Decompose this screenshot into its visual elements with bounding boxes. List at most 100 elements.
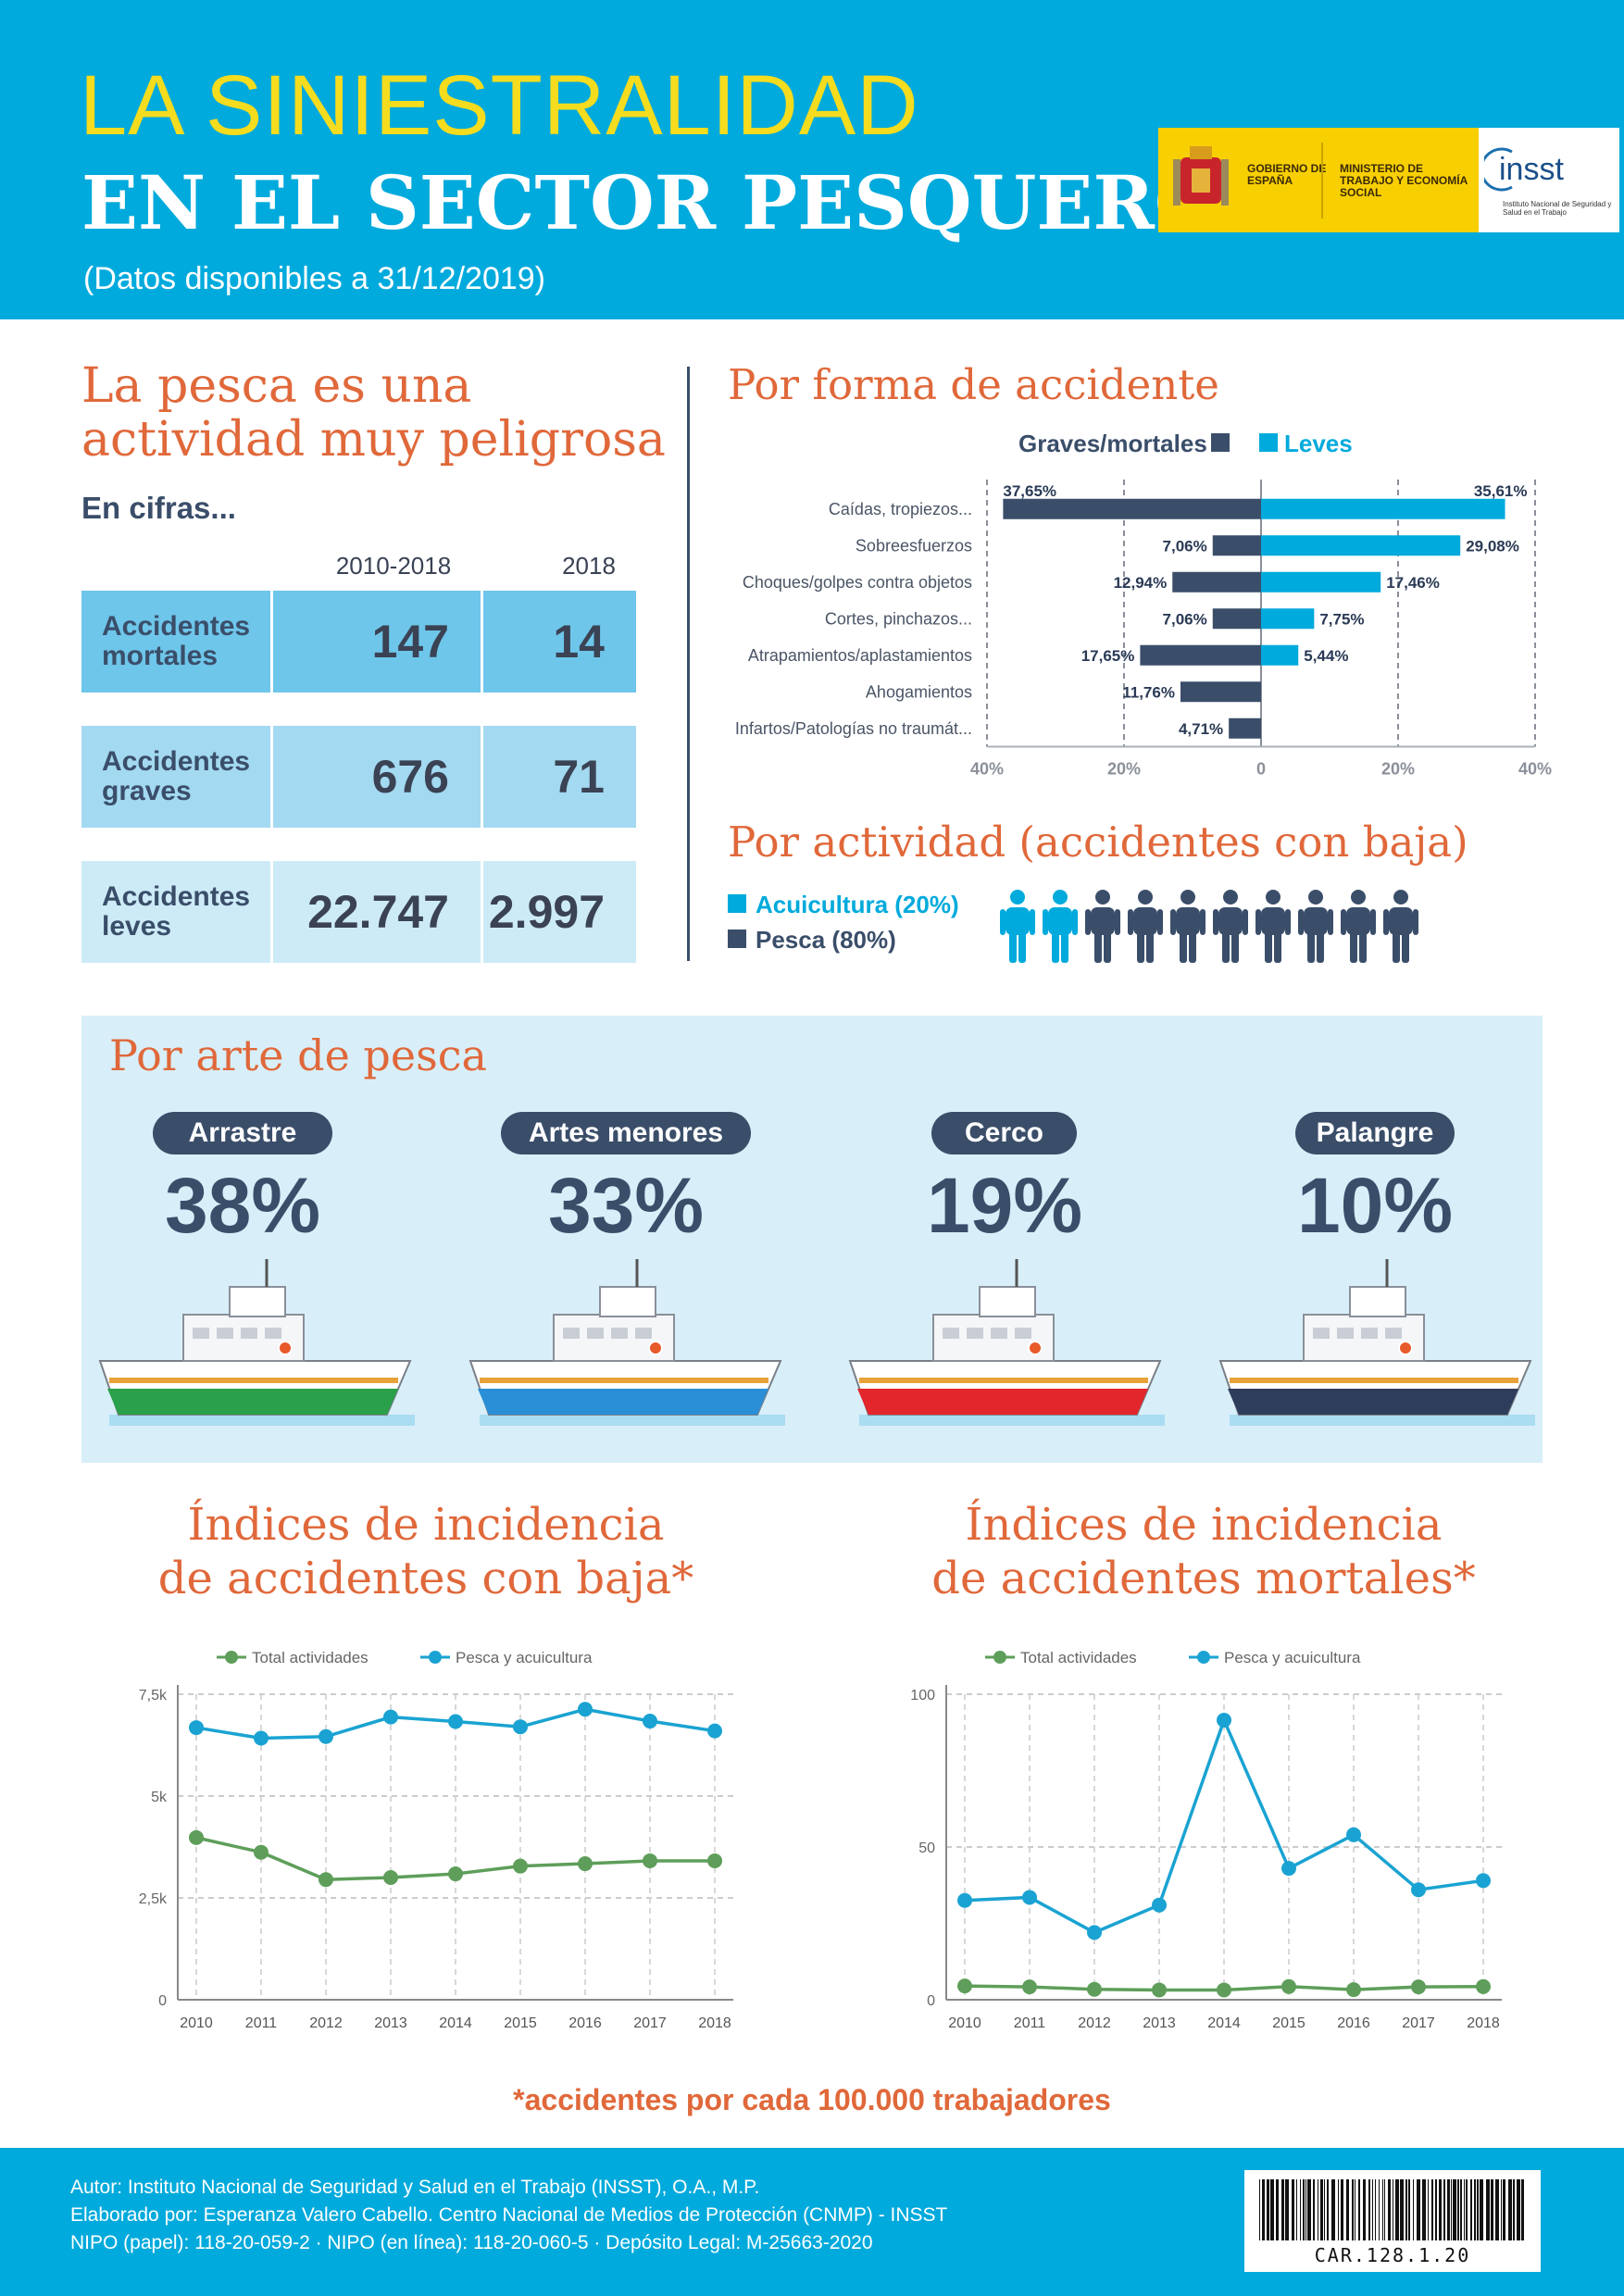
data-point bbox=[1346, 1982, 1361, 1998]
insst-arc-icon bbox=[1484, 147, 1513, 192]
barcode-bar bbox=[1358, 2179, 1360, 2240]
boat-icon bbox=[468, 1259, 785, 1426]
bar-graves bbox=[1172, 571, 1261, 593]
person-arm bbox=[1043, 909, 1048, 935]
barcode-icon bbox=[1259, 2179, 1524, 2240]
person-leg bbox=[1146, 931, 1154, 963]
row-label-leves: Accidentes leves bbox=[81, 861, 270, 963]
footer: Autor: Instituto Nacional de Seguridad y… bbox=[0, 2148, 1624, 2296]
barcode-bar bbox=[1405, 2179, 1407, 2240]
x-tick-label: 2013 bbox=[374, 2015, 407, 2031]
barcode-bar bbox=[1495, 2179, 1499, 2240]
barcode-bar bbox=[1457, 2179, 1459, 2240]
barcode: CAR.128.1.20 bbox=[1244, 2170, 1541, 2272]
person-body bbox=[1048, 907, 1072, 935]
data-point bbox=[1346, 1827, 1361, 1842]
page-title-line2: EN EL SECTOR PESQUERO bbox=[81, 159, 1219, 246]
boat-window bbox=[967, 1328, 983, 1339]
barcode-bar bbox=[1300, 2179, 1301, 2240]
barcode-bar bbox=[1372, 2179, 1373, 2240]
ministry-logo-text: MINISTERIO DE TRABAJO Y ECONOMÍA SOCIAL bbox=[1340, 162, 1468, 199]
people-pictogram bbox=[1000, 890, 1418, 963]
y-tick-label: 7,5k bbox=[139, 1688, 168, 1703]
legend-marker bbox=[225, 1651, 238, 1664]
data-point bbox=[1217, 1713, 1231, 1728]
water-strip bbox=[480, 1415, 785, 1426]
barcode-bar bbox=[1307, 2179, 1311, 2240]
person-arm bbox=[1298, 909, 1304, 935]
data-point bbox=[189, 1829, 204, 1845]
incidencia-baja-chart: Total actividades Pesca y acuicultura 0 2,5… bbox=[139, 1649, 733, 2031]
bar-graves bbox=[1212, 535, 1261, 556]
bar-graves-label: 11,76% bbox=[1122, 683, 1175, 701]
y-tick-label: 0 bbox=[158, 1993, 167, 2009]
data-point bbox=[1411, 1979, 1426, 1995]
y-tick-label: 100 bbox=[910, 1688, 935, 1703]
legend-graves-swatch bbox=[1211, 433, 1230, 452]
x-tick-label: 2017 bbox=[633, 2015, 667, 2031]
boat-hull-stripe bbox=[857, 1389, 1148, 1415]
bar-leves bbox=[1261, 608, 1315, 630]
barcode-bar bbox=[1460, 2179, 1462, 2240]
barcode-bar bbox=[1276, 2179, 1279, 2240]
barcode-bar bbox=[1408, 2179, 1410, 2240]
barcode-bar bbox=[1259, 2179, 1260, 2240]
bar-leves bbox=[1261, 498, 1505, 519]
barcode-bar bbox=[1270, 2179, 1274, 2240]
bar-graves-label: 7,06% bbox=[1163, 537, 1207, 555]
person-body bbox=[1133, 907, 1157, 935]
bar-graves-label: 4,71% bbox=[1179, 720, 1223, 738]
legend-acuicultura-label: Acuicultura (20%) bbox=[756, 891, 959, 918]
person-arm bbox=[1072, 909, 1078, 935]
person-head bbox=[1095, 890, 1110, 905]
x-tick-label: 20% bbox=[1381, 760, 1415, 779]
x-tick-label: 2011 bbox=[1014, 2015, 1046, 2031]
arte-pct-palangre: 10% bbox=[1296, 1162, 1454, 1249]
barcode-bar bbox=[1443, 2179, 1445, 2240]
barcode-bar bbox=[1303, 2179, 1305, 2240]
insst-logo: insst Instituto Nacional de Seguridad y … bbox=[1479, 128, 1619, 232]
bar-graves bbox=[1229, 718, 1261, 739]
barcode-bar bbox=[1262, 2179, 1265, 2240]
legend-marker bbox=[429, 1651, 442, 1664]
boat-window bbox=[217, 1328, 233, 1339]
boat-deck-line bbox=[480, 1378, 768, 1383]
person-leg bbox=[1018, 931, 1026, 963]
government-logo: GOBIERNO DE ESPAÑA MINISTERIO DE TRABAJO… bbox=[1158, 128, 1479, 232]
data-point bbox=[643, 1714, 657, 1729]
y-tick-label: 2,5k bbox=[139, 1891, 168, 1907]
x-tick-label: 2010 bbox=[948, 2015, 981, 2031]
incidencia-mortales-heading-line1: Índices de incidencia bbox=[965, 1499, 1443, 1551]
data-point bbox=[1022, 1979, 1037, 1995]
person-icon bbox=[1341, 890, 1376, 963]
barcode-bar bbox=[1313, 2179, 1315, 2240]
footer-author: Autor: Instituto Nacional de Seguridad y… bbox=[70, 2177, 760, 2198]
barcode-bar bbox=[1324, 2179, 1325, 2240]
person-leg bbox=[1180, 931, 1187, 963]
barcode-bar bbox=[1375, 2179, 1376, 2240]
person-arm bbox=[1243, 909, 1248, 935]
data-point bbox=[319, 1872, 333, 1888]
y-tick-label: 5k bbox=[151, 1790, 168, 1805]
person-body bbox=[1091, 907, 1115, 935]
data-point bbox=[578, 1702, 593, 1717]
legend-label: Total actividades bbox=[1020, 1649, 1137, 1666]
bar-graves bbox=[1212, 608, 1261, 630]
barcode-bar bbox=[1431, 2179, 1433, 2240]
lifebuoy-icon bbox=[1398, 1341, 1413, 1355]
x-tick-label: 2014 bbox=[1207, 2015, 1241, 2031]
logo-divider bbox=[1321, 143, 1323, 218]
barcode-bar bbox=[1327, 2179, 1329, 2240]
person-icon bbox=[1043, 890, 1078, 963]
person-leg bbox=[1402, 931, 1409, 963]
person-body bbox=[1261, 907, 1285, 935]
data-point bbox=[383, 1709, 398, 1725]
barcode-bar bbox=[1331, 2179, 1335, 2240]
person-head bbox=[1138, 890, 1153, 905]
lifebuoy-icon bbox=[648, 1341, 663, 1355]
bar-leves-label: 35,61% bbox=[1474, 482, 1528, 500]
person-icon bbox=[1000, 890, 1035, 963]
data-point bbox=[707, 1723, 722, 1739]
coat-of-arms-icon bbox=[1173, 146, 1229, 206]
person-head bbox=[1181, 890, 1195, 905]
